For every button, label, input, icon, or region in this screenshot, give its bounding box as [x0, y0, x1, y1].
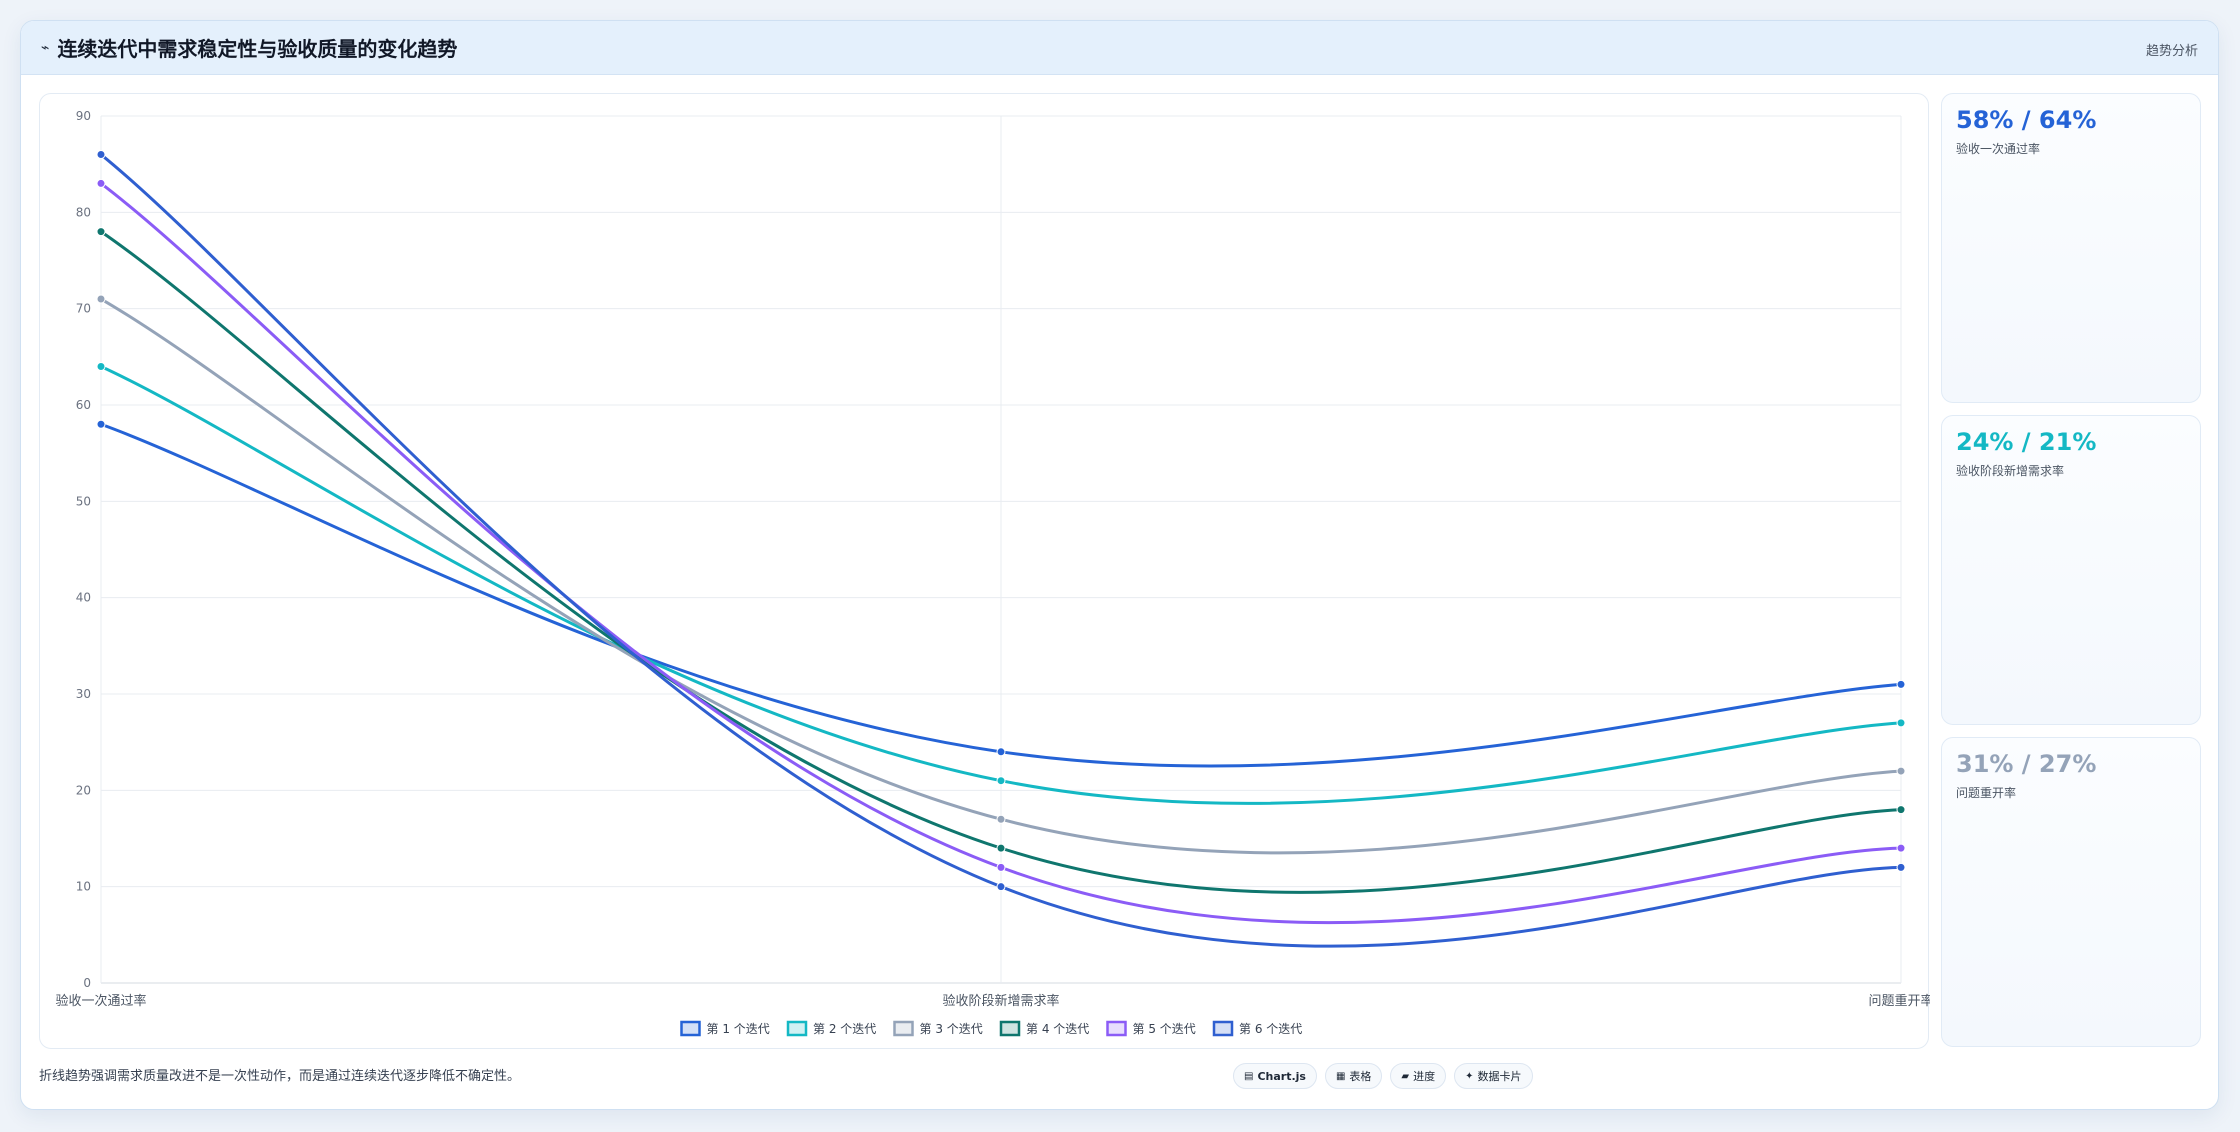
legend-swatch: [893, 1020, 914, 1037]
legend-label: 第 3 个迭代: [920, 1022, 983, 1036]
data-point: [1896, 843, 1906, 853]
data-point: [96, 150, 106, 160]
data-point: [96, 227, 106, 237]
series-line-4: [100, 230, 1902, 894]
data-point: [996, 843, 1006, 853]
legend-swatch: [1106, 1020, 1127, 1037]
legend-label: 第 5 个迭代: [1133, 1022, 1196, 1036]
line-chart: 0 10 20 30 40 50 60 70 80 90 验收一次通过率 验收阶段新增需求率 问题重开率…: [55, 109, 1930, 1037]
data-point: [996, 776, 1006, 786]
data-point: [1896, 718, 1906, 728]
y-tick-label: 20: [76, 783, 91, 797]
chip-label: 进度: [1413, 1070, 1436, 1083]
stat-label: 问题重开率: [1956, 786, 2017, 800]
x-tick-label: 验收阶段新增需求率: [942, 993, 1059, 1009]
legend-swatch: [680, 1020, 701, 1037]
y-tick-label: 10: [76, 880, 91, 894]
stat-card-pass-rate: 58% / 64% 验收一次通过率: [1941, 93, 2201, 403]
y-tick-label: 80: [76, 205, 91, 219]
data-point: [1896, 679, 1906, 689]
data-point: [96, 294, 106, 304]
series-line-5: [100, 182, 1902, 925]
chip-label: 数据卡片: [1477, 1070, 1522, 1083]
stat-value: 31% / 27%: [1956, 750, 2097, 778]
legend-label: 第 1 个迭代: [707, 1022, 770, 1036]
data-point: [996, 862, 1006, 872]
chart-icon: ▤: [1244, 1070, 1254, 1082]
chip-label: Chart.js: [1257, 1069, 1306, 1083]
data-point: [96, 361, 106, 371]
legend-swatch: [786, 1020, 808, 1037]
series-line-6: [100, 153, 1902, 948]
chip-chartjs[interactable]: ▤ Chart.js: [1233, 1063, 1317, 1089]
stat-card-new-requirements: 24% / 21% 验收阶段新增需求率: [1941, 415, 2201, 725]
stat-card-reopen-rate: 31% / 27% 问题重开率: [1941, 737, 2201, 1047]
trend-line-icon: ⌁: [41, 39, 50, 56]
data-point: [996, 747, 1006, 757]
header-tag[interactable]: 趋势分析: [2145, 44, 2198, 59]
chip-group: ▤ Chart.js ▦ 表格 ▰ 进度 ✦ 数据卡片: [1233, 1063, 1533, 1089]
chip-label: 表格: [1349, 1070, 1372, 1083]
page-title: 连续迭代中需求稳定性与验收质量的变化趋势: [57, 37, 458, 61]
x-tick-label: 问题重开率: [1868, 993, 1930, 1009]
footer-note: 折线趋势强调需求质量改进不是一次性动作，而是通过连续迭代逐步降低不确定性。: [39, 1069, 521, 1084]
data-point: [1896, 766, 1906, 776]
chip-progress[interactable]: ▰ 进度: [1390, 1063, 1447, 1089]
y-tick-label: 60: [76, 398, 91, 412]
legend-label: 第 4 个迭代: [1026, 1022, 1089, 1036]
y-tick-label: 40: [76, 591, 91, 605]
folder-icon: ▰: [1401, 1070, 1410, 1082]
data-point: [996, 882, 1006, 892]
data-point: [1896, 805, 1906, 815]
data-point: [1896, 862, 1906, 872]
chart-card: 0 10 20 30 40 50 60 70 80 90 验收一次通过率 验收阶段新增需求率 问题重开率…: [39, 93, 1930, 1049]
table-icon: ▦: [1335, 1070, 1346, 1082]
data-point: [96, 419, 106, 429]
data-point: [96, 178, 106, 188]
y-tick-label: 0: [83, 976, 91, 990]
legend-label: 第 2 个迭代: [813, 1022, 876, 1036]
stat-label: 验收阶段新增需求率: [1956, 464, 2065, 478]
legend-label: 第 6 个迭代: [1239, 1022, 1302, 1036]
legend-swatch: [999, 1020, 1021, 1037]
y-tick-label: 90: [76, 109, 91, 123]
data-point: [996, 814, 1006, 824]
dashboard-panel: ⌁ 连续迭代中需求稳定性与验收质量的变化趋势 趋势分析 0 10 20 30 40 50 6…: [20, 20, 2219, 1110]
chip-table[interactable]: ▦ 表格: [1324, 1063, 1383, 1089]
chip-data-cards[interactable]: ✦ 数据卡片: [1454, 1063, 1533, 1089]
y-tick-label: 30: [76, 687, 91, 701]
stat-label: 验收一次通过率: [1956, 142, 2041, 156]
stat-value: 58% / 64%: [1956, 106, 2097, 134]
spark-icon: ✦: [1465, 1070, 1474, 1082]
stat-value: 24% / 21%: [1956, 428, 2097, 456]
legend-swatch: [1212, 1020, 1234, 1037]
x-tick-label: 验收一次通过率: [55, 993, 146, 1009]
y-tick-label: 50: [76, 494, 91, 508]
panel-header: ⌁ 连续迭代中需求稳定性与验收质量的变化趋势 趋势分析: [21, 21, 2218, 75]
y-tick-label: 70: [76, 302, 91, 316]
